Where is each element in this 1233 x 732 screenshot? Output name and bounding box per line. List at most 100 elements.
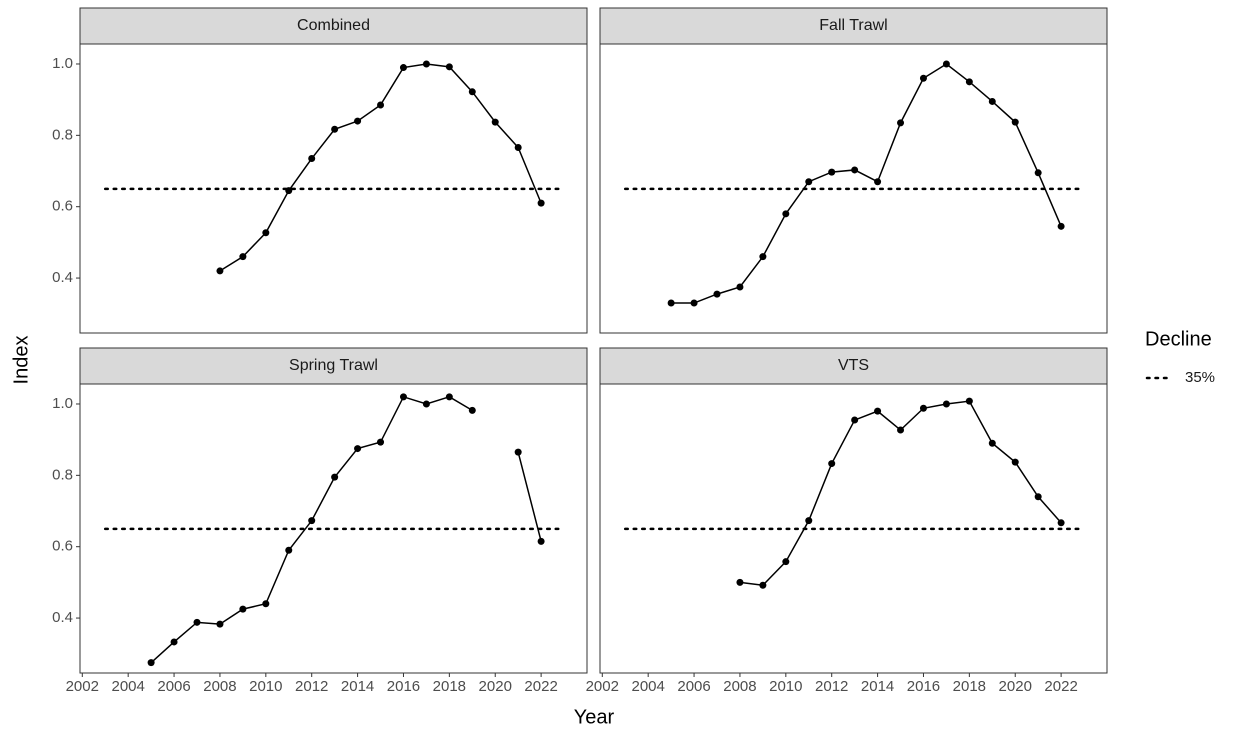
point <box>805 178 813 186</box>
point <box>308 155 316 163</box>
point <box>988 439 996 447</box>
y-tick-label: 0.8 <box>52 466 73 483</box>
point <box>354 445 362 453</box>
point <box>782 210 790 218</box>
point <box>1034 493 1042 501</box>
point <box>1057 222 1065 230</box>
panel <box>79 383 588 674</box>
strip-title: Spring Trawl <box>289 357 378 374</box>
point <box>285 546 293 554</box>
point <box>1057 519 1065 527</box>
panel <box>599 43 1108 334</box>
x-tick-label: 2014 <box>861 678 894 695</box>
point <box>377 101 385 109</box>
point <box>1034 169 1042 177</box>
point <box>262 600 270 608</box>
x-tick-label: 2012 <box>815 678 848 695</box>
point <box>537 199 545 207</box>
point <box>468 88 476 96</box>
point <box>759 253 767 261</box>
point <box>828 460 836 468</box>
point <box>285 187 293 195</box>
x-tick-label: 2012 <box>295 678 328 695</box>
point <box>782 558 790 566</box>
point <box>399 64 407 72</box>
point <box>805 517 813 525</box>
x-tick-label: 2008 <box>203 678 236 695</box>
point <box>422 400 430 408</box>
point <box>422 60 430 68</box>
y-tick-label: 0.8 <box>52 126 73 143</box>
point <box>331 473 339 481</box>
point <box>965 78 973 86</box>
point <box>468 406 476 414</box>
point <box>491 118 499 126</box>
strip-title: Fall Trawl <box>819 17 887 34</box>
point <box>942 60 950 68</box>
x-tick-label: 2010 <box>249 678 282 695</box>
y-tick-label: 1.0 <box>52 395 73 412</box>
point <box>514 448 522 456</box>
point <box>828 168 836 176</box>
x-tick-label: 2016 <box>387 678 420 695</box>
point <box>988 97 996 105</box>
x-tick-label: 2020 <box>999 678 1032 695</box>
y-tick-label: 0.6 <box>52 538 73 555</box>
x-axis-label: Year <box>574 706 615 728</box>
y-tick-label: 1.0 <box>52 55 73 72</box>
x-tick-label: 2022 <box>524 678 557 695</box>
strip-title: VTS <box>838 357 869 374</box>
point <box>874 178 882 186</box>
point <box>216 267 224 275</box>
point <box>147 659 155 667</box>
x-tick-label: 2002 <box>66 678 99 695</box>
point <box>897 426 905 434</box>
point <box>942 400 950 408</box>
x-tick-label: 2004 <box>631 678 664 695</box>
x-tick-label: 2018 <box>433 678 466 695</box>
point <box>874 407 882 415</box>
point <box>514 143 522 151</box>
y-tick-label: 0.4 <box>52 269 73 286</box>
point <box>239 605 247 613</box>
y-axis-label: Index <box>10 336 32 385</box>
point <box>262 229 270 237</box>
x-tick-label: 2018 <box>953 678 986 695</box>
strip <box>599 7 1108 45</box>
y-tick-label: 0.4 <box>52 609 73 626</box>
point <box>1011 458 1019 466</box>
point <box>445 393 453 401</box>
point <box>216 620 224 628</box>
x-tick-label: 2008 <box>723 678 756 695</box>
point <box>193 618 201 626</box>
point <box>919 74 927 82</box>
x-tick-label: 2006 <box>157 678 190 695</box>
point <box>965 397 973 405</box>
point <box>331 125 339 133</box>
point <box>851 166 859 174</box>
point <box>377 438 385 446</box>
panel <box>599 383 1108 674</box>
point <box>713 290 721 298</box>
point <box>354 117 362 125</box>
point <box>537 537 545 545</box>
point <box>308 517 316 525</box>
x-tick-label: 2002 <box>586 678 619 695</box>
point <box>239 253 247 261</box>
point <box>690 299 698 307</box>
point <box>1011 118 1019 126</box>
point <box>445 63 453 71</box>
point <box>919 404 927 412</box>
point <box>759 581 767 589</box>
point <box>399 393 407 401</box>
x-tick-label: 2014 <box>341 678 374 695</box>
point <box>851 416 859 424</box>
series-line <box>671 63 1062 304</box>
strip <box>79 347 588 385</box>
point <box>897 119 905 127</box>
legend-title: Decline <box>1145 328 1212 350</box>
point <box>736 283 744 291</box>
strip-title: Combined <box>297 17 370 34</box>
x-tick-label: 2010 <box>769 678 802 695</box>
